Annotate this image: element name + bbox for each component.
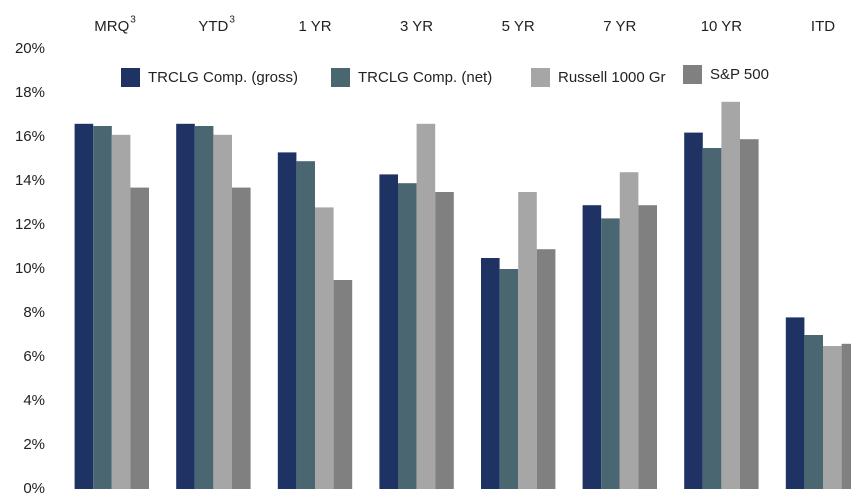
x-tick-label: 1 YR xyxy=(298,18,331,35)
x-tick-label: 7 YR xyxy=(603,18,636,35)
bar xyxy=(194,126,214,489)
bar xyxy=(333,280,353,489)
x-tick-label: 5 YR xyxy=(502,18,535,35)
y-tick-label: 16% xyxy=(15,128,45,145)
legend-label: TRCLG Comp. (gross) xyxy=(148,69,298,86)
x-tick-label: 10 YR xyxy=(701,18,743,35)
bar xyxy=(804,335,823,489)
bar xyxy=(481,258,500,489)
x-tick-label: YTD xyxy=(198,18,228,35)
bar xyxy=(499,269,519,489)
bar xyxy=(111,134,131,490)
bar xyxy=(416,123,436,490)
bar xyxy=(702,148,722,489)
bar xyxy=(176,123,195,490)
y-tick-label: 14% xyxy=(15,172,45,189)
y-tick-label: 6% xyxy=(23,348,45,365)
legend-label: S&P 500 xyxy=(710,66,769,83)
y-tick-label: 8% xyxy=(23,304,45,321)
legend-label: TRCLG Comp. (net) xyxy=(358,69,492,86)
bar xyxy=(740,139,759,489)
bar xyxy=(601,218,620,489)
bar xyxy=(823,346,842,489)
y-tick-label: 2% xyxy=(23,436,45,453)
bar xyxy=(619,172,639,489)
bar xyxy=(785,317,805,489)
bar xyxy=(684,132,703,489)
bar xyxy=(638,205,657,489)
y-tick-label: 18% xyxy=(15,84,45,101)
bar xyxy=(536,249,556,489)
category-note: 3 xyxy=(130,15,136,26)
bar xyxy=(74,123,94,490)
x-tick-label: ITD xyxy=(811,18,835,35)
bar xyxy=(277,152,297,489)
y-tick-label: 0% xyxy=(23,480,45,497)
y-tick-label: 10% xyxy=(15,260,45,277)
bar xyxy=(93,126,112,489)
bar xyxy=(518,192,537,489)
x-tick-label: MRQ xyxy=(94,18,129,35)
bar xyxy=(841,343,851,489)
bar xyxy=(232,187,251,489)
x-tick-label: 3 YR xyxy=(400,18,433,35)
bar xyxy=(213,134,232,490)
y-tick-label: 4% xyxy=(23,392,45,409)
legend-swatch xyxy=(121,68,140,87)
bar xyxy=(130,187,149,489)
bar xyxy=(379,174,398,489)
legend-swatch xyxy=(683,65,702,84)
y-tick-label: 12% xyxy=(15,216,45,233)
bar xyxy=(721,101,740,490)
bar xyxy=(435,192,454,489)
y-tick-label: 20% xyxy=(15,40,45,57)
legend-swatch xyxy=(331,68,350,87)
bar xyxy=(398,183,417,489)
category-note: 3 xyxy=(229,15,235,26)
legend-swatch xyxy=(531,68,550,87)
bar xyxy=(315,207,334,489)
legend-label: Russell 1000 Gr xyxy=(558,69,666,86)
bar xyxy=(296,161,315,489)
bar xyxy=(582,205,602,489)
